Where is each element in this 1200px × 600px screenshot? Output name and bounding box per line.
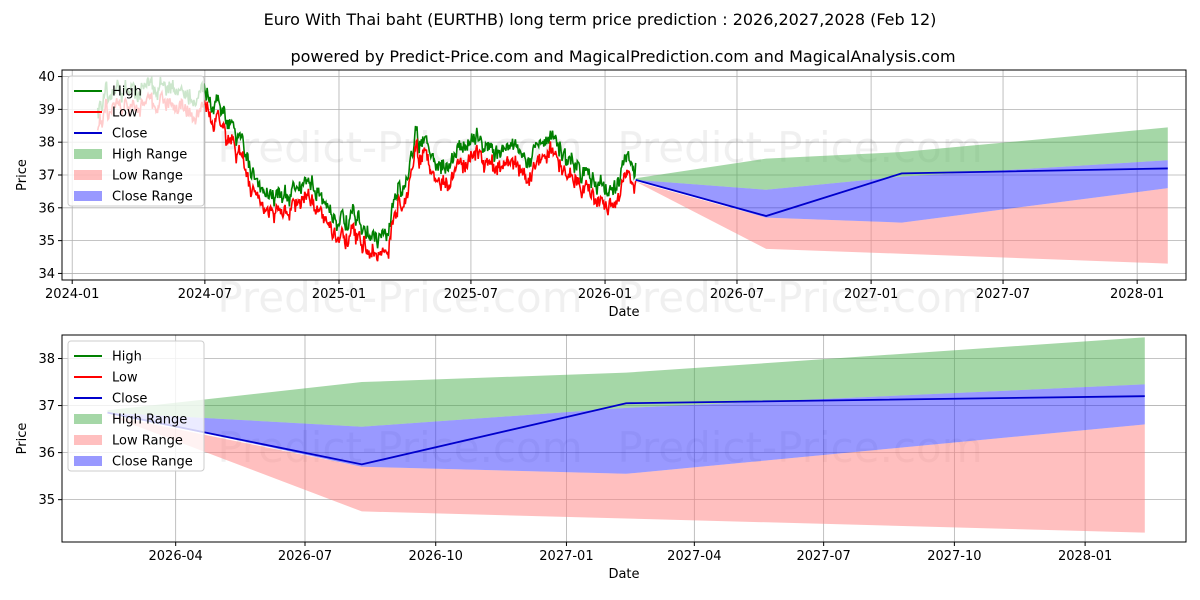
bottom-ticks: 2026-04 2026-07 2026-10 2027-01 2027-04 2027-…: [38, 352, 1112, 564]
bottom-legend-swatch-high-range: [74, 414, 102, 424]
bottom-y-tick-label: 35: [38, 493, 55, 508]
top-y-tick-label: 34: [38, 267, 55, 282]
bottom-high-range-band: [107, 337, 1145, 427]
bottom-y-axis-label: Price: [15, 423, 30, 455]
top-watermark: Predict-Price.com: [617, 273, 982, 322]
bottom-panel: Predict-Price.comPredict-Price.com2026-0…: [15, 334, 1187, 582]
top-legend-swatch-low-range: [74, 170, 102, 180]
top-y-tick-label: 37: [38, 169, 55, 184]
top-x-tick-label: 2027-01: [844, 287, 898, 302]
bottom-forecast-close-line: [107, 395, 1145, 466]
bottom-legend-label-high-range: High Range: [112, 413, 187, 428]
top-x-tick-label: 2025-07: [444, 287, 498, 302]
bottom-legend-label-low: Low: [112, 371, 138, 386]
bottom-x-tick-label: 2026-10: [409, 549, 463, 564]
top-x-tick-label: 2028-01: [1110, 287, 1164, 302]
top-ticks: 2024-01 2024-07 2025-01 2025-07 2026-01 2026-…: [38, 70, 1164, 302]
bottom-x-axis-label: Date: [608, 567, 639, 582]
bottom-legend-label-close: Close: [112, 392, 147, 407]
top-legend-label-close: Close: [112, 127, 147, 142]
bottom-x-tick-label: 2027-07: [796, 549, 850, 564]
top-x-tick-label: 2024-07: [178, 287, 232, 302]
top-legend-label-low: Low: [112, 106, 138, 121]
top-legend-label-high-range: High Range: [112, 148, 187, 163]
top-y-tick-label: 36: [38, 201, 55, 216]
top-legend-label-close-range: Close Range: [112, 190, 193, 205]
bottom-y-tick-label: 38: [38, 352, 55, 367]
top-high-range-band: [635, 127, 1168, 190]
top-close-range-band: [635, 160, 1168, 223]
top-watermark: Predict-Price.com: [217, 123, 582, 172]
top-y-axis-label: Price: [15, 159, 30, 191]
chart-subtitle: powered by Predict-Price.com and Magical…: [290, 47, 955, 66]
bottom-legend-swatch-close-range: [74, 456, 102, 466]
top-x-tick-label: 2025-01: [312, 287, 366, 302]
bottom-x-tick-label: 2028-01: [1058, 549, 1112, 564]
bottom-y-tick-label: 36: [38, 446, 55, 461]
bottom-legend-label-low-range: Low Range: [112, 434, 183, 449]
top-x-tick-label: 2024-01: [45, 287, 99, 302]
top-legend-swatch-close-range: [74, 191, 102, 201]
top-forecast-close-line: [635, 167, 1168, 217]
top-legend-label-low-range: Low Range: [112, 169, 183, 184]
bottom-legend-label-high: High: [112, 350, 142, 365]
bottom-plot-area: [107, 337, 1145, 533]
top-x-tick-label: 2027-07: [976, 287, 1030, 302]
top-x-axis-label: Date: [608, 305, 639, 320]
top-legend: High Low Close High Range Low Range Close Ran…: [67, 75, 205, 207]
top-legend-label-high: High: [112, 85, 142, 100]
bottom-x-tick-label: 2026-04: [149, 549, 203, 564]
bottom-y-tick-label: 37: [38, 399, 55, 414]
bottom-x-tick-label: 2026-07: [278, 549, 332, 564]
bottom-axes-frame: [61, 334, 1187, 543]
top-legend-swatch-high-range: [74, 149, 102, 159]
bottom-close-range-band: [107, 384, 1145, 474]
top-plot-area: [96, 76, 1168, 264]
bottom-legend-label-close-range: Close Range: [112, 455, 193, 470]
top-y-tick-label: 35: [38, 234, 55, 249]
top-x-tick-label: 2026-01: [578, 287, 632, 302]
bottom-legend: High Low Close High Range Low Range Close Ran…: [67, 340, 205, 472]
top-watermark: Predict-Price.com: [217, 273, 582, 322]
bottom-low-range-band: [107, 414, 1145, 533]
top-y-tick-label: 39: [38, 103, 55, 118]
top-y-tick-label: 38: [38, 136, 55, 151]
bottom-x-tick-label: 2027-01: [539, 549, 593, 564]
top-y-tick-label: 40: [38, 70, 55, 85]
top-panel: Predict-Price.com Predict-Price.com Predic…: [15, 69, 1187, 322]
chart-title: Euro With Thai baht (EURTHB) long term p…: [264, 10, 937, 29]
bottom-x-tick-label: 2027-04: [667, 549, 721, 564]
top-watermarks: Predict-Price.com Predict-Price.com Predic…: [217, 123, 982, 322]
top-x-tick-label: 2026-07: [710, 287, 764, 302]
bottom-legend-swatch-low-range: [74, 435, 102, 445]
bottom-x-tick-label: 2027-10: [927, 549, 981, 564]
